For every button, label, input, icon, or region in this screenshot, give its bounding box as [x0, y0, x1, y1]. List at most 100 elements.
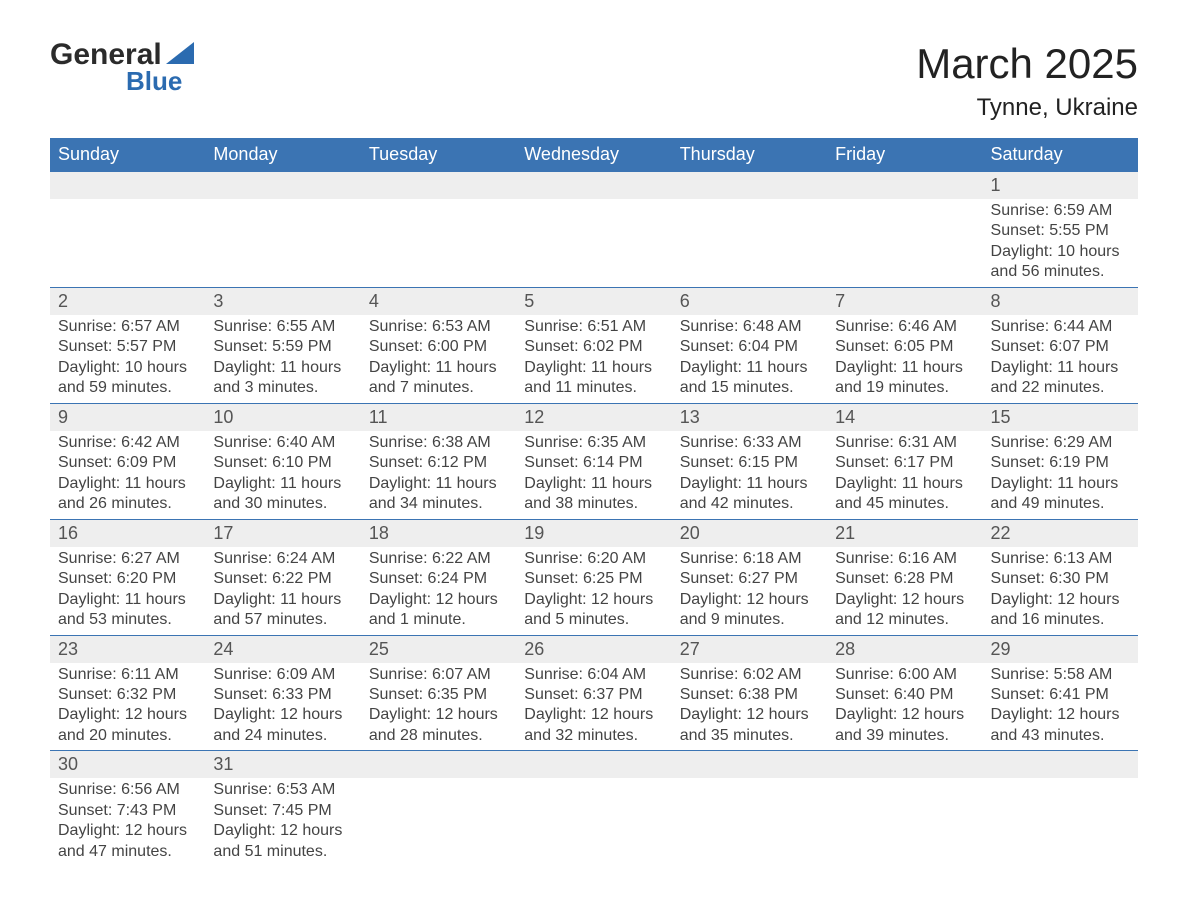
- day-detail-cell: Sunrise: 6:20 AMSunset: 6:25 PMDaylight:…: [516, 547, 671, 635]
- day-detail-cell: Sunrise: 6:16 AMSunset: 6:28 PMDaylight:…: [827, 547, 982, 635]
- dl2-text: and 7 minutes.: [369, 378, 508, 398]
- dl1-text: Daylight: 11 hours: [58, 474, 197, 494]
- sunrise-text: Sunrise: 6:11 AM: [58, 665, 197, 685]
- day-number-cell: 22: [983, 519, 1138, 547]
- day-detail-cell: Sunrise: 6:35 AMSunset: 6:14 PMDaylight:…: [516, 431, 671, 519]
- sunset-text: Sunset: 6:12 PM: [369, 453, 508, 473]
- day-number-cell: [827, 172, 982, 200]
- day-detail-cell: Sunrise: 6:22 AMSunset: 6:24 PMDaylight:…: [361, 547, 516, 635]
- sunset-text: Sunset: 6:24 PM: [369, 569, 508, 589]
- dl2-text: and 32 minutes.: [524, 726, 663, 746]
- sunset-text: Sunset: 6:28 PM: [835, 569, 974, 589]
- day-detail-cell: [827, 778, 982, 866]
- sunset-text: Sunset: 6:32 PM: [58, 685, 197, 705]
- dl2-text: and 12 minutes.: [835, 610, 974, 630]
- sunrise-text: Sunrise: 6:42 AM: [58, 433, 197, 453]
- dl1-text: Daylight: 11 hours: [213, 358, 352, 378]
- day-number-cell: 2: [50, 287, 205, 315]
- dl2-text: and 53 minutes.: [58, 610, 197, 630]
- sunset-text: Sunset: 7:45 PM: [213, 801, 352, 821]
- day-detail-cell: [205, 199, 360, 287]
- day-detail-cell: Sunrise: 6:46 AMSunset: 6:05 PMDaylight:…: [827, 315, 982, 403]
- header: General Blue March 2025 Tynne, Ukraine: [50, 40, 1138, 122]
- day-number-cell: 3: [205, 287, 360, 315]
- day-number-cell: 30: [50, 751, 205, 779]
- day-number-cell: 7: [827, 287, 982, 315]
- sunset-text: Sunset: 6:41 PM: [991, 685, 1130, 705]
- day-number-cell: [50, 172, 205, 200]
- sunrise-text: Sunrise: 6:38 AM: [369, 433, 508, 453]
- day-number-cell: 11: [361, 403, 516, 431]
- dl2-text: and 57 minutes.: [213, 610, 352, 630]
- day-number-cell: 1: [983, 172, 1138, 200]
- day-detail-cell: Sunrise: 6:02 AMSunset: 6:38 PMDaylight:…: [672, 663, 827, 751]
- day-number-row: 16171819202122: [50, 519, 1138, 547]
- dl2-text: and 56 minutes.: [991, 262, 1130, 282]
- sunrise-text: Sunrise: 6:29 AM: [991, 433, 1130, 453]
- dl1-text: Daylight: 11 hours: [991, 474, 1130, 494]
- dl2-text: and 11 minutes.: [524, 378, 663, 398]
- day-detail-cell: [361, 199, 516, 287]
- dl1-text: Daylight: 11 hours: [835, 358, 974, 378]
- sunset-text: Sunset: 6:07 PM: [991, 337, 1130, 357]
- day-number-cell: 31: [205, 751, 360, 779]
- sunset-text: Sunset: 6:05 PM: [835, 337, 974, 357]
- dl1-text: Daylight: 11 hours: [213, 474, 352, 494]
- dl1-text: Daylight: 12 hours: [58, 705, 197, 725]
- day-detail-row: Sunrise: 6:42 AMSunset: 6:09 PMDaylight:…: [50, 431, 1138, 519]
- dl2-text: and 3 minutes.: [213, 378, 352, 398]
- day-detail-cell: Sunrise: 6:33 AMSunset: 6:15 PMDaylight:…: [672, 431, 827, 519]
- dl2-text: and 22 minutes.: [991, 378, 1130, 398]
- day-detail-row: Sunrise: 6:59 AMSunset: 5:55 PMDaylight:…: [50, 199, 1138, 287]
- day-number-cell: 21: [827, 519, 982, 547]
- day-number-cell: 14: [827, 403, 982, 431]
- dl2-text: and 15 minutes.: [680, 378, 819, 398]
- day-detail-cell: Sunrise: 6:27 AMSunset: 6:20 PMDaylight:…: [50, 547, 205, 635]
- day-detail-cell: Sunrise: 6:24 AMSunset: 6:22 PMDaylight:…: [205, 547, 360, 635]
- dl1-text: Daylight: 12 hours: [369, 590, 508, 610]
- day-detail-cell: Sunrise: 6:07 AMSunset: 6:35 PMDaylight:…: [361, 663, 516, 751]
- sunset-text: Sunset: 6:27 PM: [680, 569, 819, 589]
- sunset-text: Sunset: 5:57 PM: [58, 337, 197, 357]
- dl2-text: and 5 minutes.: [524, 610, 663, 630]
- day-number-cell: 10: [205, 403, 360, 431]
- dl2-text: and 42 minutes.: [680, 494, 819, 514]
- dl1-text: Daylight: 12 hours: [524, 705, 663, 725]
- dl2-text: and 43 minutes.: [991, 726, 1130, 746]
- sunrise-text: Sunrise: 6:22 AM: [369, 549, 508, 569]
- day-number-cell: [983, 751, 1138, 779]
- day-number-cell: 28: [827, 635, 982, 663]
- day-header: Friday: [827, 138, 982, 172]
- day-number-row: 23242526272829: [50, 635, 1138, 663]
- sunset-text: Sunset: 6:40 PM: [835, 685, 974, 705]
- dl2-text: and 47 minutes.: [58, 842, 197, 862]
- dl1-text: Daylight: 11 hours: [524, 474, 663, 494]
- dl1-text: Daylight: 11 hours: [524, 358, 663, 378]
- day-detail-cell: [50, 199, 205, 287]
- sunrise-text: Sunrise: 6:48 AM: [680, 317, 819, 337]
- day-number-cell: 24: [205, 635, 360, 663]
- day-number-cell: 9: [50, 403, 205, 431]
- day-number-cell: [361, 751, 516, 779]
- sunset-text: Sunset: 6:17 PM: [835, 453, 974, 473]
- day-detail-cell: [672, 778, 827, 866]
- calendar-table: Sunday Monday Tuesday Wednesday Thursday…: [50, 138, 1138, 866]
- day-number-row: 9101112131415: [50, 403, 1138, 431]
- sunrise-text: Sunrise: 6:13 AM: [991, 549, 1130, 569]
- sunrise-text: Sunrise: 6:27 AM: [58, 549, 197, 569]
- day-number-cell: [361, 172, 516, 200]
- day-number-cell: 6: [672, 287, 827, 315]
- sunrise-text: Sunrise: 6:09 AM: [213, 665, 352, 685]
- day-detail-cell: Sunrise: 6:18 AMSunset: 6:27 PMDaylight:…: [672, 547, 827, 635]
- day-detail-row: Sunrise: 6:27 AMSunset: 6:20 PMDaylight:…: [50, 547, 1138, 635]
- day-detail-cell: [516, 778, 671, 866]
- dl1-text: Daylight: 11 hours: [680, 474, 819, 494]
- title-block: March 2025 Tynne, Ukraine: [916, 40, 1138, 122]
- sunset-text: Sunset: 6:02 PM: [524, 337, 663, 357]
- dl1-text: Daylight: 10 hours: [58, 358, 197, 378]
- dl1-text: Daylight: 11 hours: [369, 358, 508, 378]
- dl2-text: and 45 minutes.: [835, 494, 974, 514]
- day-detail-cell: Sunrise: 6:44 AMSunset: 6:07 PMDaylight:…: [983, 315, 1138, 403]
- sunset-text: Sunset: 6:14 PM: [524, 453, 663, 473]
- day-detail-row: Sunrise: 6:57 AMSunset: 5:57 PMDaylight:…: [50, 315, 1138, 403]
